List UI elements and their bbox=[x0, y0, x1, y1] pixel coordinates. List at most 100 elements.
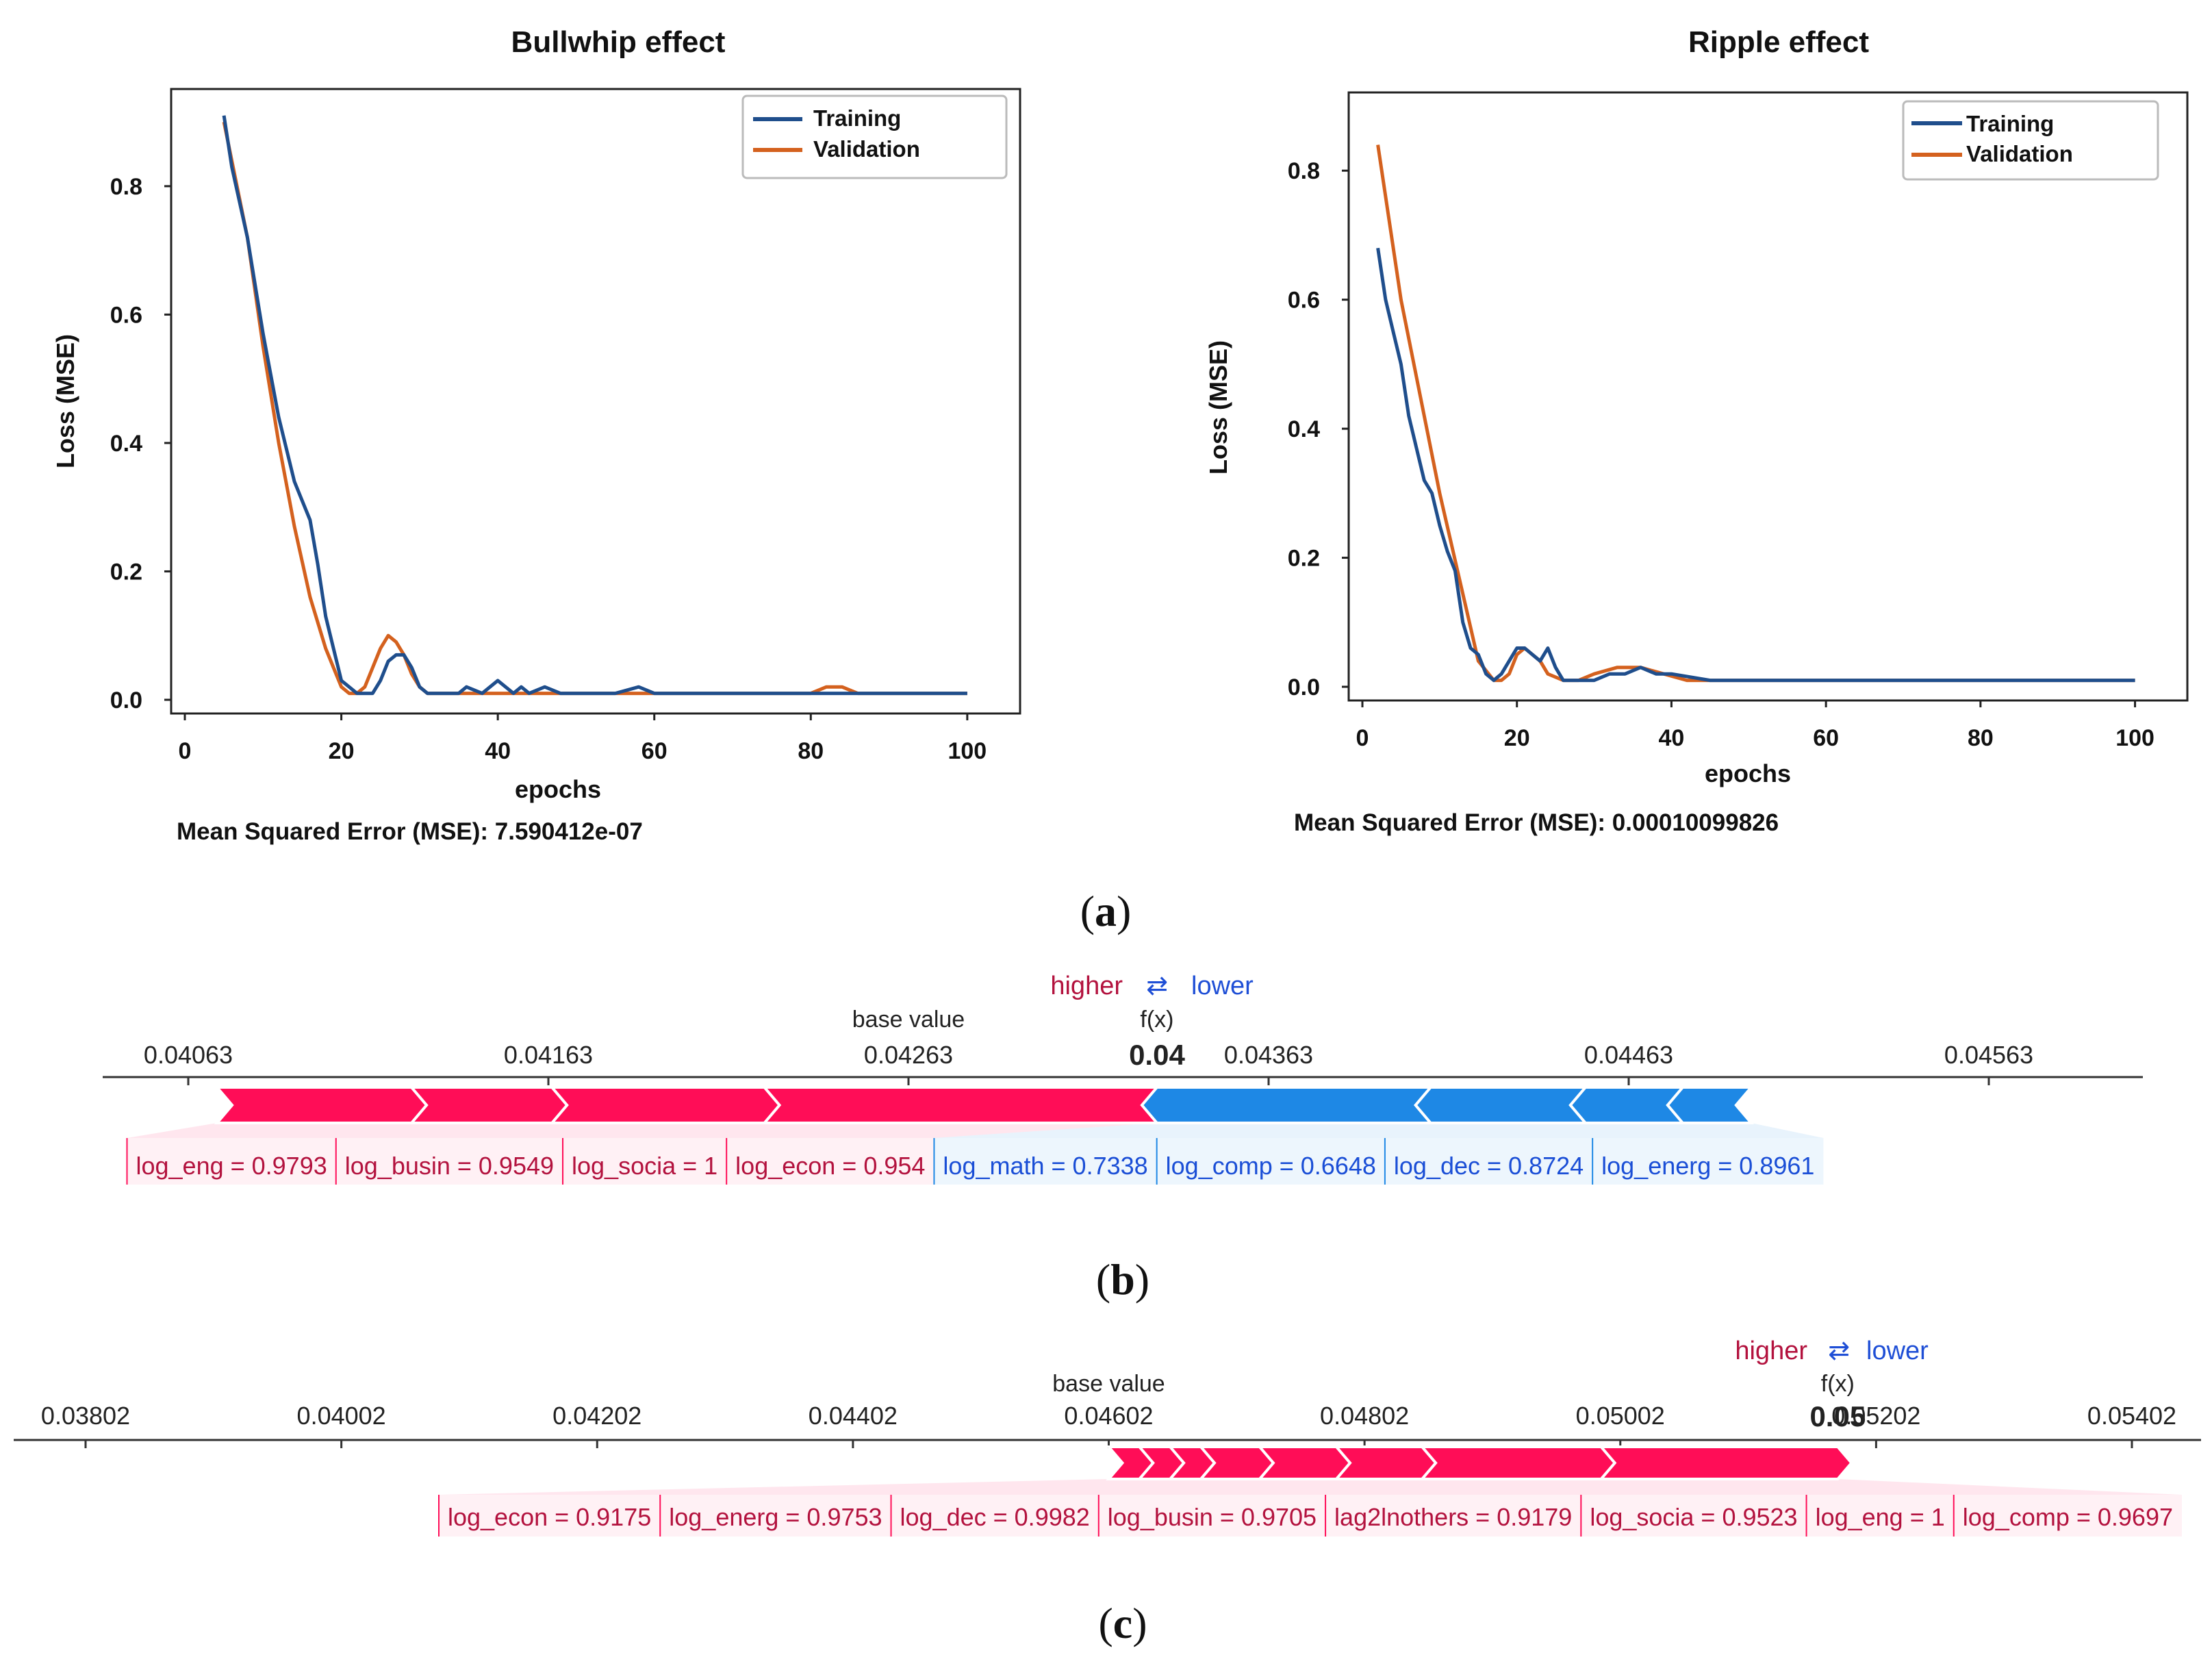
series-line-validation bbox=[1376, 144, 2135, 683]
panel-label-a: (a) bbox=[1080, 887, 1132, 935]
axis-tick-label: 0.05402 bbox=[2087, 1402, 2176, 1430]
feature-label-backdrop bbox=[1806, 1495, 1954, 1537]
feature-connector bbox=[726, 1123, 1157, 1138]
x-tick-label: 100 bbox=[2115, 725, 2154, 751]
axis-tick-label: 0.04202 bbox=[552, 1402, 641, 1430]
feature-segment bbox=[761, 1086, 1174, 1124]
feature-segment bbox=[1598, 1445, 1853, 1480]
lower-label: lower bbox=[1191, 972, 1254, 1000]
feature-label: log_busin = 0.9705 bbox=[1108, 1503, 1317, 1531]
y-tick-label: 0.8 bbox=[1288, 158, 1320, 184]
feature-label-backdrop bbox=[1953, 1495, 2182, 1537]
feature-label-backdrop bbox=[1098, 1495, 1326, 1537]
fx-value: 0.05 bbox=[1809, 1400, 1866, 1432]
legend: Training Validation bbox=[741, 94, 1008, 179]
feature-label: log_econ = 0.9175 bbox=[448, 1503, 651, 1531]
axis-tick-label: 0.04363 bbox=[1224, 1041, 1313, 1069]
ripple-chart: Ripple effect 0.0 0.2 0.4 0.6 0.8 0 20 40 60 80 1… bbox=[1204, 25, 2189, 836]
x-tick-label: 80 bbox=[1968, 725, 1994, 751]
feature-label-backdrop bbox=[1325, 1495, 1581, 1537]
chart-title: Bullwhip effect bbox=[511, 25, 726, 59]
feature-label-backdrop bbox=[1592, 1138, 1824, 1185]
legend-validation-label: Validation bbox=[1966, 141, 2073, 166]
feature-connector bbox=[438, 1479, 1140, 1495]
feature-connector bbox=[1156, 1123, 1586, 1138]
y-tick-label: 0.0 bbox=[110, 687, 142, 713]
x-tick-label: 100 bbox=[948, 738, 987, 764]
swap-arrows-icon: ⇄ bbox=[1146, 972, 1168, 1000]
feature-segment bbox=[1140, 1086, 1434, 1124]
x-tick-label: 0 bbox=[179, 738, 192, 764]
feature-segment bbox=[408, 1086, 569, 1124]
feature-label-backdrop bbox=[335, 1138, 563, 1185]
panel-label-b: (b) bbox=[1096, 1255, 1149, 1304]
axis-tick-label: 0.04463 bbox=[1584, 1041, 1673, 1069]
feature-segment bbox=[1256, 1445, 1352, 1480]
x-tick-label: 40 bbox=[1659, 725, 1685, 751]
y-tick-label: 0.2 bbox=[110, 559, 142, 585]
mse-caption: Mean Squared Error (MSE): 7.590412e-07 bbox=[177, 818, 643, 845]
x-tick-label: 40 bbox=[485, 738, 511, 764]
axis-tick-label: 0.04263 bbox=[864, 1041, 953, 1069]
feature-connector bbox=[1422, 1479, 1954, 1495]
feature-label-backdrop bbox=[1581, 1495, 1807, 1537]
feature-connector bbox=[1592, 1123, 1824, 1138]
feature-connector bbox=[335, 1123, 563, 1138]
axis-tick-label: 0.04802 bbox=[1320, 1402, 1409, 1430]
feature-label: log_eng = 0.9793 bbox=[136, 1152, 327, 1180]
feature-segment bbox=[1419, 1445, 1617, 1480]
feature-label: log_socia = 1 bbox=[572, 1152, 717, 1180]
y-tick-label: 0.4 bbox=[110, 431, 142, 457]
chart-title: Ripple effect bbox=[1688, 25, 1869, 59]
feature-connector bbox=[1384, 1123, 1683, 1138]
feature-label: log_econ = 0.954 bbox=[735, 1152, 925, 1180]
feature-label-backdrop bbox=[660, 1495, 891, 1537]
feature-label: lag2lnothers = 0.9179 bbox=[1334, 1503, 1572, 1531]
feature-connector bbox=[1098, 1479, 1326, 1495]
feature-label: log_math = 0.7338 bbox=[943, 1152, 1147, 1180]
axis-tick-label: 0.04002 bbox=[297, 1402, 386, 1430]
feature-label-backdrop bbox=[934, 1138, 1157, 1185]
feature-label: log_eng = 1 bbox=[1816, 1503, 1945, 1531]
base-value-label: base value bbox=[1052, 1371, 1165, 1397]
axis-tick-label: 0.03802 bbox=[41, 1402, 130, 1430]
x-tick-label: 60 bbox=[641, 738, 668, 764]
feature-segment bbox=[548, 1086, 782, 1124]
feature-label: log_energ = 0.9753 bbox=[669, 1503, 882, 1531]
feature-connector bbox=[1259, 1479, 1581, 1495]
y-tick-label: 0.2 bbox=[1288, 546, 1320, 572]
x-tick-label: 20 bbox=[1504, 725, 1530, 751]
feature-segment bbox=[1414, 1086, 1589, 1124]
axis-tick-label: 0.05002 bbox=[1576, 1402, 1665, 1430]
feature-label-backdrop bbox=[127, 1138, 336, 1185]
feature-label: log_energ = 0.8961 bbox=[1601, 1152, 1814, 1180]
mse-caption: Mean Squared Error (MSE): 0.00010099826 bbox=[1294, 809, 1779, 836]
y-tick-label: 0.8 bbox=[110, 174, 142, 200]
feature-label-backdrop bbox=[438, 1495, 661, 1537]
x-tick-label: 60 bbox=[1813, 725, 1839, 751]
feature-connector bbox=[1336, 1479, 1807, 1495]
axis-tick-label: 0.04063 bbox=[144, 1041, 233, 1069]
y-axis-label: Loss (MSE) bbox=[51, 334, 79, 468]
force-plot-b: higher ⇄ lower base value f(x) 0.04 0.04… bbox=[103, 972, 2143, 1185]
axis-tick-label: 0.05202 bbox=[1831, 1402, 1920, 1430]
feature-connector bbox=[127, 1123, 412, 1138]
feature-label: log_socia = 0.9523 bbox=[1590, 1503, 1797, 1531]
plot-frame bbox=[170, 88, 1021, 715]
fx-label: f(x) bbox=[1140, 1007, 1173, 1033]
feature-label: log_comp = 0.9697 bbox=[1963, 1503, 2173, 1531]
feature-label-backdrop bbox=[891, 1495, 1099, 1537]
feature-label: log_busin = 0.9549 bbox=[345, 1152, 554, 1180]
panel-label-c: (c) bbox=[1098, 1599, 1147, 1647]
feature-label-backdrop bbox=[726, 1138, 935, 1185]
series-line-training bbox=[1376, 247, 2135, 683]
lower-label: lower bbox=[1866, 1337, 1929, 1365]
legend-training-label: Training bbox=[813, 105, 901, 131]
y-axis-label: Loss (MSE) bbox=[1204, 340, 1232, 475]
axis-tick-label: 0.04402 bbox=[809, 1402, 898, 1430]
fx-label: f(x) bbox=[1821, 1371, 1855, 1397]
x-axis-label: epochs bbox=[1705, 759, 1791, 787]
higher-label: higher bbox=[1050, 972, 1123, 1000]
y-tick-label: 0.6 bbox=[110, 302, 142, 328]
